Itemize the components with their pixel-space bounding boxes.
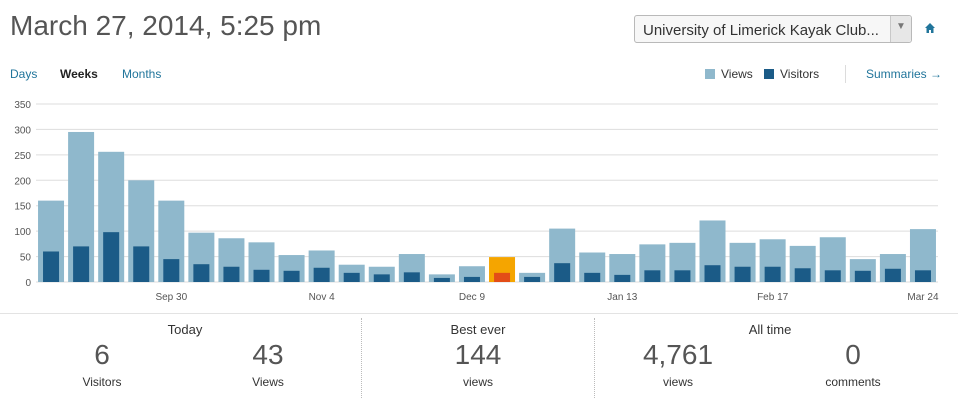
visitors-bar (463, 276, 480, 282)
page-title: March 27, 2014, 5:25 pm (10, 10, 322, 41)
visitors-bar (313, 267, 330, 282)
visitors-bar (103, 232, 120, 282)
y-tick-label: 150 (14, 202, 31, 213)
all-time-comments-count: 0 (845, 339, 861, 370)
legend-views-swatch (705, 69, 715, 79)
x-tick-label: Mar 24 (907, 292, 939, 303)
tab-months[interactable]: Months (122, 67, 162, 81)
today-views-count: 43 (252, 339, 284, 370)
legend-visitors-label: Visitors (780, 67, 820, 81)
all-time-views-label: views (662, 375, 693, 389)
stats-divider (0, 313, 958, 314)
visitors-bar (794, 268, 811, 282)
legend-visitors: Visitors (764, 67, 819, 81)
visitors-bar (764, 266, 781, 282)
y-tick-label: 250 (14, 151, 31, 162)
visitors-bar (494, 272, 511, 282)
site-selector[interactable]: University of Limerick Kayak Club... ▼ (634, 15, 912, 43)
stats-separator (594, 318, 596, 398)
today-visitors-count: 6 (94, 339, 110, 370)
legend-views: Views (705, 67, 753, 81)
y-tick-label: 50 (20, 253, 32, 264)
visitors-bar (824, 270, 841, 282)
visitors-bar (554, 263, 571, 282)
visitors-bar (674, 270, 691, 282)
visitors-bar (704, 265, 721, 282)
stats-chart: 0 50 100 150 200 250 300 350 Sep 30 Nov 4 Dec 9 Jan… (14, 100, 939, 303)
x-tick-label: Dec 9 (459, 292, 486, 303)
visitors-bar (644, 270, 661, 282)
legend-views-label: Views (721, 67, 753, 81)
visitors-bar (283, 270, 300, 282)
visitors-bar (884, 268, 901, 282)
visitors-bar (734, 266, 751, 282)
visitors-bar (914, 270, 931, 282)
visitors-bar (854, 270, 871, 282)
best-ever-heading: Best ever (450, 322, 506, 337)
tab-days[interactable]: Days (10, 67, 38, 81)
visitors-bar (584, 272, 601, 282)
y-tick-label: 350 (14, 100, 31, 111)
legend-visitors-swatch (764, 69, 774, 79)
today-views-label: Views (252, 375, 284, 389)
best-ever-views-count: 144 (454, 339, 502, 370)
x-tick-label: Sep 30 (155, 292, 187, 303)
visitors-bar (223, 266, 240, 282)
x-tick-label: Jan 13 (607, 292, 637, 303)
stats-separator (361, 318, 363, 398)
visitors-bar (614, 274, 631, 282)
visitors-bar (43, 251, 60, 282)
tab-weeks[interactable]: Weeks (60, 67, 98, 81)
today-heading: Today (167, 322, 203, 337)
all-time-heading: All time (748, 322, 792, 337)
visitors-bar (253, 269, 270, 282)
x-tick-label: Feb 17 (757, 292, 789, 303)
visitors-bar (433, 277, 450, 282)
visitors-bar (73, 246, 90, 282)
site-selector-label: University of Limerick Kayak Club... (643, 22, 879, 39)
visitors-bar (193, 264, 210, 282)
today-visitors-label: Visitors (82, 375, 122, 389)
chevron-down-icon[interactable]: ▼ (890, 16, 911, 42)
visitors-bar (403, 272, 420, 282)
visitors-bar (343, 272, 360, 282)
visitors-bar (163, 259, 180, 282)
all-time-views-count: 4,761 (642, 339, 714, 370)
home-icon[interactable] (924, 22, 936, 34)
visitors-bar (373, 274, 390, 282)
all-time-comments-label: comments (825, 375, 881, 389)
visitors-bar (133, 246, 150, 282)
visitors-bar (524, 276, 541, 282)
best-ever-views-label: views (462, 375, 493, 389)
x-tick-label: Nov 4 (309, 292, 336, 303)
y-tick-label: 200 (14, 176, 31, 187)
summaries-link[interactable]: Summaries → (866, 67, 943, 81)
y-tick-label: 100 (14, 227, 31, 238)
y-tick-label: 300 (14, 125, 31, 136)
legend-divider (845, 65, 846, 83)
y-tick-label: 0 (25, 278, 31, 289)
